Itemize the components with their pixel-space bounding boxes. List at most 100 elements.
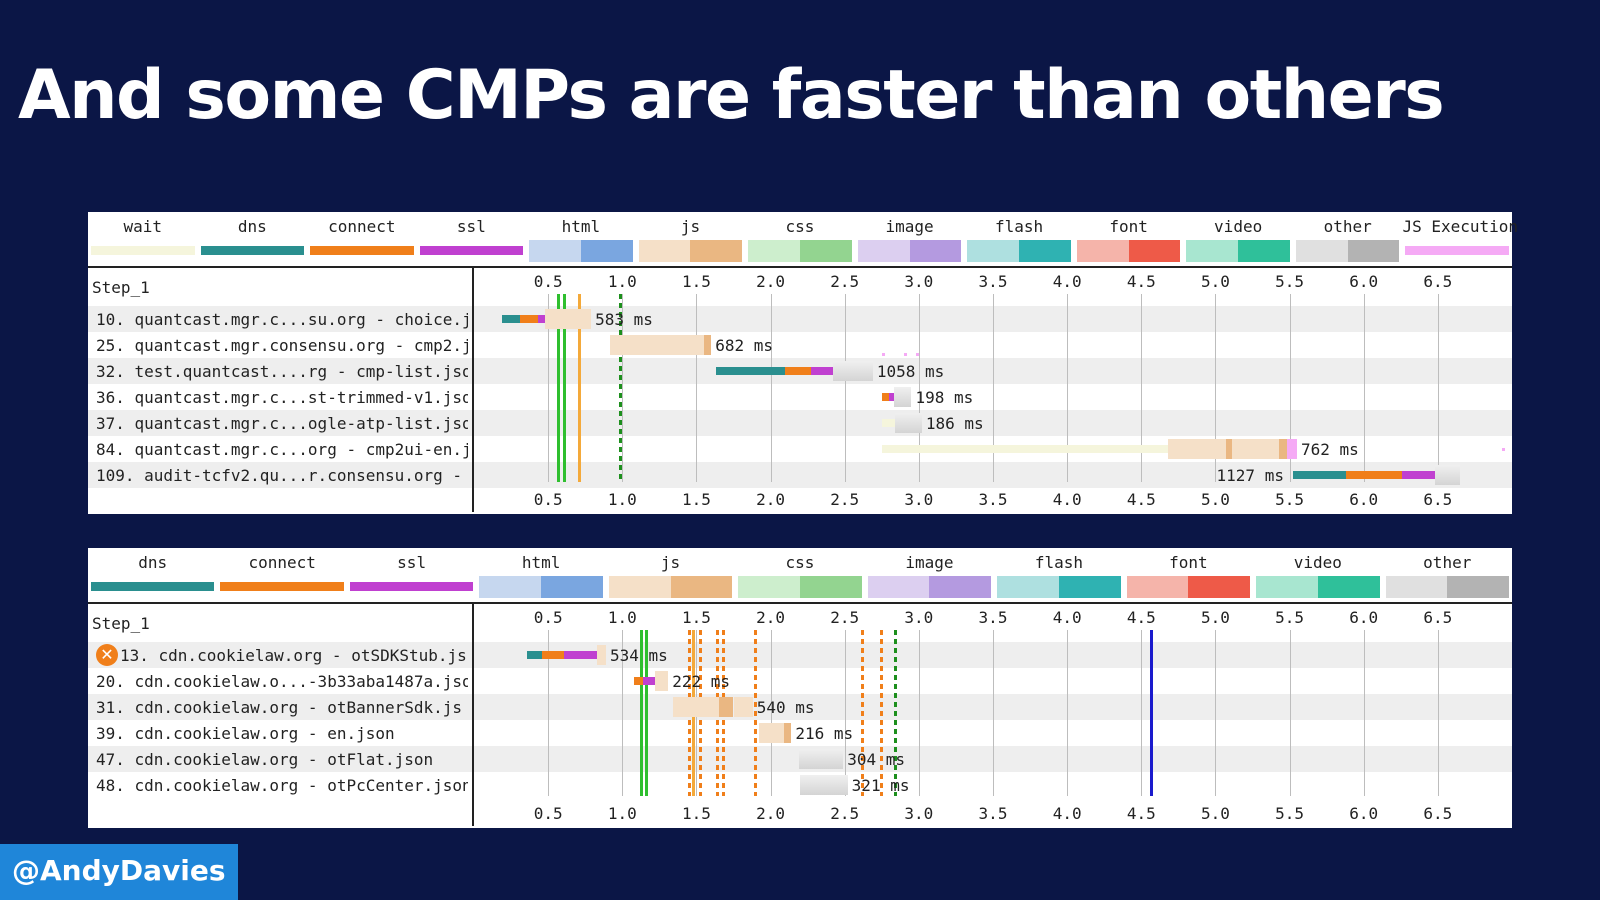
row-background <box>88 720 1512 746</box>
timing-marker <box>893 630 897 796</box>
x-tick-bottom: 5.0 <box>1200 490 1230 509</box>
legend-swatch <box>738 576 862 598</box>
legend-swatch <box>1186 240 1290 262</box>
bar-segment-js-light <box>733 697 753 717</box>
legend-label: flash <box>1034 553 1083 572</box>
request-label[interactable]: 32. test.quantcast....rg - cmp-list.json <box>96 362 468 381</box>
x-tick-top: 3.0 <box>904 272 934 291</box>
legend-swatch <box>220 582 344 591</box>
request-label[interactable]: 31. cdn.cookielaw.org - otBannerSdk.js <box>96 698 463 717</box>
legend: dns connect ssl html js css image flash font vide… <box>88 548 1512 604</box>
bar-segment-wait <box>881 445 1168 453</box>
legend-swatch <box>1126 576 1251 598</box>
bar-segment-js-light <box>1167 439 1226 459</box>
x-tick-top: 1.5 <box>681 608 711 627</box>
duration-label: 1127 ms <box>1216 466 1284 485</box>
gridline <box>1141 294 1143 482</box>
row-background <box>88 332 1512 358</box>
legend-item-image: image <box>865 548 994 604</box>
legend-swatch <box>638 240 743 262</box>
waterfall-quantcast: wait dns connect ssl html js css image flash font… <box>88 212 1518 514</box>
request-label[interactable]: 37. quantcast.mgr.c...ogle-atp-list.json <box>96 414 468 433</box>
gridline <box>770 294 772 482</box>
x-tick-bottom: 2.5 <box>830 490 860 509</box>
waterfall-cookielaw: dns connect ssl html js css image flash font vide… <box>88 548 1512 828</box>
legend-item-video: video <box>1183 212 1293 268</box>
x-tick-top: 0.5 <box>533 272 563 291</box>
bar-segment-connect <box>634 677 644 685</box>
legend-swatch <box>349 582 474 591</box>
bar-segment-js-light <box>597 645 606 665</box>
js-execution-tick <box>915 353 919 356</box>
request-label[interactable]: 47. cdn.cookielaw.org - otFlat.json <box>96 750 434 769</box>
bar-segment-ssl <box>1402 471 1435 479</box>
request-label[interactable]: 36. quantcast.mgr.c...st-trimmed-v1.json <box>96 388 468 407</box>
legend-label: video <box>1293 553 1342 572</box>
gridline <box>1289 630 1291 796</box>
legend-item-flash: flash <box>964 212 1074 268</box>
gridline <box>1363 294 1365 482</box>
author-handle: @AndyDavies <box>0 844 238 900</box>
request-label[interactable]: 13. cdn.cookielaw.org - otSDKStub.js <box>120 646 467 665</box>
request-label[interactable]: 25. quantcast.mgr.consensu.org - cmp2.js <box>96 336 468 355</box>
timing-marker <box>861 630 864 796</box>
timing-marker <box>557 294 561 482</box>
request-label[interactable]: 39. cdn.cookielaw.org - en.json <box>96 724 395 743</box>
column-divider <box>472 604 474 826</box>
bar-segment-js-dark <box>1225 439 1232 459</box>
gridline <box>770 630 772 796</box>
x-tick-bottom: 1.5 <box>681 804 711 823</box>
request-label[interactable]: 109. audit-tcfv2.qu...r.consensu.org - / <box>96 466 468 485</box>
legend-item-html: html <box>526 212 636 268</box>
duration-label: 222 ms <box>672 672 731 691</box>
gridline <box>1363 630 1365 796</box>
gridline <box>1215 630 1217 796</box>
x-tick-bottom: 4.5 <box>1126 490 1156 509</box>
x-tick-top: 6.0 <box>1349 272 1379 291</box>
legend-swatch <box>967 240 1071 262</box>
legend-swatch <box>91 582 215 591</box>
row-background <box>88 642 1512 668</box>
bar-segment-other-light <box>832 361 873 381</box>
legend-swatch <box>479 576 603 598</box>
column-divider <box>472 268 474 512</box>
gridline <box>622 630 624 796</box>
legend-item-image: image <box>855 212 965 268</box>
gridline <box>844 630 846 796</box>
request-label[interactable]: 20. cdn.cookielaw.o...-3b33aba1487a.json <box>96 672 468 691</box>
x-tick-top: 2.5 <box>830 608 860 627</box>
x-tick-bottom: 1.0 <box>607 490 637 509</box>
gridline <box>1067 294 1069 482</box>
row-background <box>88 772 1512 798</box>
legend-label: font <box>1169 553 1208 572</box>
x-tick-top: 1.5 <box>681 272 711 291</box>
legend-swatch <box>608 576 733 598</box>
x-tick-top: 2.5 <box>830 272 860 291</box>
bar-segment-ssl <box>643 677 655 685</box>
legend-label: wait <box>123 217 163 236</box>
bar-segment-js-dark <box>1279 439 1287 459</box>
legend-swatch <box>1385 576 1509 598</box>
request-label[interactable]: 48. cdn.cookielaw.org - otPcCenter.json <box>96 776 468 795</box>
js-execution-tick <box>1501 448 1505 451</box>
x-tick-top: 4.5 <box>1126 608 1156 627</box>
x-tick-top: 6.5 <box>1423 608 1453 627</box>
gridline <box>918 630 920 796</box>
x-tick-bottom: 0.5 <box>533 804 563 823</box>
gridline <box>548 630 550 796</box>
legend-swatch <box>419 246 524 255</box>
x-tick-bottom: 6.0 <box>1349 490 1379 509</box>
request-label[interactable]: 10. quantcast.mgr.c...su.org - choice.js <box>96 310 468 329</box>
timing-marker <box>880 630 884 796</box>
legend-label: js <box>660 553 681 572</box>
legend-label: ssl <box>456 217 486 236</box>
bar-segment-js-light <box>758 723 784 743</box>
gridline <box>918 294 920 482</box>
duration-label: 583 ms <box>595 310 653 329</box>
request-label[interactable]: 84. quantcast.mgr.c...org - cmp2ui-en.js <box>96 440 468 459</box>
legend-item-dns: dns <box>88 548 217 604</box>
legend-swatch <box>867 576 992 598</box>
legend-label: connect <box>248 553 316 572</box>
timing-marker <box>577 294 581 482</box>
error-icon: ✕ <box>96 644 118 666</box>
